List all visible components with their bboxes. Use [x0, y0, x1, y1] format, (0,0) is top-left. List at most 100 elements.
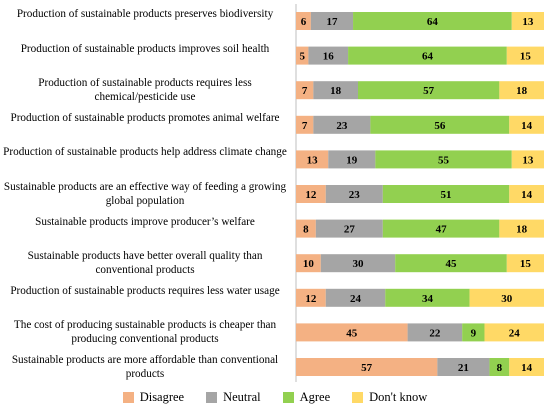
bar-segment [320, 254, 396, 273]
bar-segment [296, 358, 438, 376]
bar-segment [509, 185, 544, 203]
data-label: 24 [350, 293, 362, 305]
bar-segment [509, 358, 544, 376]
bar-segment [313, 81, 358, 100]
data-label: 14 [521, 189, 533, 201]
legend-swatch [352, 391, 364, 403]
legend-item: Agree [282, 389, 331, 405]
bar-segment [296, 12, 311, 30]
data-label: 12 [305, 189, 317, 201]
category-label: Sustainable products are more affordable… [11, 354, 279, 380]
data-label: 23 [349, 189, 361, 201]
data-label: 51 [441, 189, 452, 201]
bar-segment [358, 81, 500, 100]
data-label: 27 [344, 224, 356, 236]
category-label: Sustainable products improve producer’s … [35, 215, 255, 228]
data-label: 45 [446, 258, 458, 270]
category-label: The cost of producing sustainable produc… [13, 319, 277, 346]
data-label: 18 [516, 85, 528, 97]
bar-segment [509, 115, 544, 134]
legend-label: Disagree [139, 389, 185, 404]
data-label: 12 [305, 293, 317, 305]
data-label: 17 [326, 16, 338, 28]
data-label: 8 [497, 362, 503, 374]
bar-segment [310, 12, 354, 30]
bar-segment [506, 254, 544, 273]
data-label: 55 [438, 154, 450, 166]
bar-segment [499, 219, 544, 238]
data-label: 15 [520, 258, 532, 270]
bar-segment [499, 81, 544, 100]
data-label: 14 [521, 120, 533, 132]
category-label: Production of sustainable products help … [3, 146, 287, 159]
bar-segment [370, 115, 510, 134]
data-label: 19 [346, 154, 358, 166]
data-label: 23 [336, 120, 348, 132]
bar-segment [296, 323, 408, 342]
bar-segment [296, 115, 314, 134]
category-label: Production of sustainable products promo… [10, 111, 280, 124]
bar-segment [382, 219, 500, 238]
legend-label: Neutral [223, 389, 261, 404]
data-label: 10 [303, 258, 315, 270]
bar-segment [382, 185, 510, 203]
data-label: 34 [422, 293, 434, 305]
data-label: 30 [353, 258, 365, 270]
bar-segment [489, 358, 510, 376]
bar-segment [296, 219, 316, 238]
bar-segment [315, 219, 383, 238]
bar-segment [325, 185, 383, 203]
data-label: 8 [303, 224, 309, 236]
data-label: 6 [301, 16, 307, 28]
data-label: 56 [434, 120, 446, 132]
bar-segment [511, 150, 544, 169]
data-label: 57 [361, 362, 373, 374]
bar-segment [462, 323, 485, 342]
data-label: 7 [302, 120, 308, 132]
bar-segment [325, 288, 386, 307]
bar-segment [296, 288, 326, 307]
bar-segment [484, 323, 544, 342]
bar-segment [328, 150, 376, 169]
data-label: 18 [516, 224, 528, 236]
data-label: 47 [436, 224, 448, 236]
bar-segment [296, 254, 321, 273]
bar-segment [375, 150, 512, 169]
category-label: Sustainable products are an effective wa… [3, 181, 287, 207]
data-label: 16 [323, 51, 335, 63]
data-label: 13 [307, 154, 319, 166]
legend-swatch [206, 391, 218, 403]
bar-segment [296, 185, 326, 203]
bar-segment [348, 46, 507, 65]
data-label: 13 [522, 154, 534, 166]
data-label: 7 [302, 85, 308, 97]
legend-swatch [122, 391, 134, 403]
category-label: Production of sustainable products requi… [10, 284, 280, 297]
bar-segment [296, 150, 329, 169]
data-label: 21 [458, 362, 469, 374]
legend-item: Disagree [122, 389, 185, 405]
data-label: 64 [422, 51, 434, 63]
bar-segment [353, 12, 512, 30]
data-label: 15 [520, 51, 532, 63]
data-label: 64 [427, 16, 439, 28]
bar-segment [395, 254, 507, 273]
legend-item: Neutral [206, 389, 261, 405]
bar-segment [296, 81, 314, 100]
category-label: Production of sustainable products requi… [38, 77, 252, 104]
legend-swatch [282, 391, 294, 403]
bar-segment [506, 46, 544, 65]
bar-segment [469, 288, 544, 307]
bar-segment [407, 323, 463, 342]
data-label: 13 [522, 16, 534, 28]
category-label: Production of sustainable products prese… [16, 8, 274, 20]
legend-label: Agree [299, 389, 331, 404]
data-label: 24 [509, 327, 521, 339]
legend: Disagree Neutral Agree Don't know [0, 388, 550, 406]
bar-segment [313, 115, 371, 134]
data-label: 5 [299, 51, 305, 63]
bar-segment [511, 12, 544, 30]
data-label: 9 [471, 327, 477, 339]
bar-segment [296, 46, 309, 65]
